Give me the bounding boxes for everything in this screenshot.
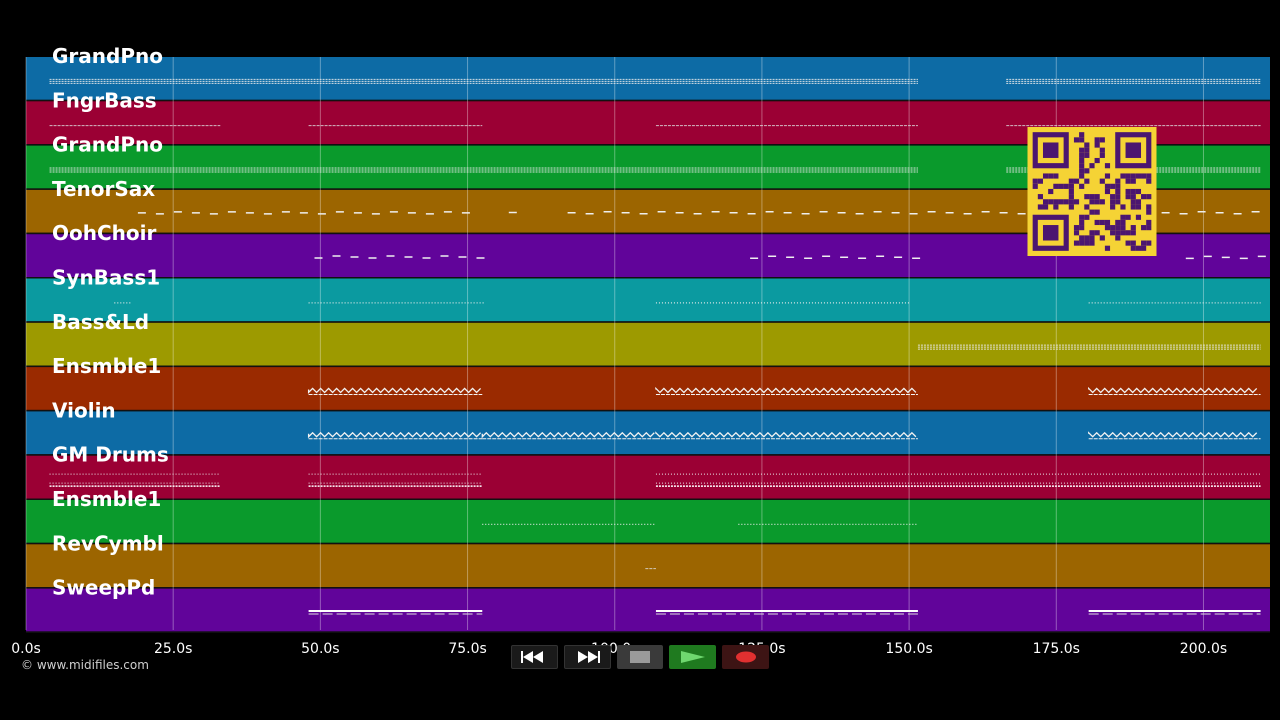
track-divider (26, 144, 1270, 146)
time-tick-label: 150.0s (885, 641, 932, 657)
track-label: OohChoir (52, 221, 156, 245)
note-segment (1088, 431, 1261, 440)
track-label: GM Drums (52, 443, 169, 467)
stop-icon (630, 650, 651, 663)
track-label: TenorSax (52, 177, 155, 201)
time-tick-label: 75.0s (448, 641, 486, 657)
track-divider (26, 498, 1270, 500)
track-divider (26, 188, 1270, 190)
note-segment (307, 387, 483, 395)
play-button[interactable] (669, 644, 717, 669)
copyright-text: © www.midifiles.com (21, 658, 149, 672)
track-divider (26, 232, 1270, 235)
note-segment (1185, 255, 1266, 260)
note-segment (1088, 609, 1261, 615)
note-segment (1006, 78, 1261, 84)
time-tick-label: 200.0s (1180, 641, 1227, 657)
note-events (49, 78, 1266, 615)
track-divider (26, 409, 1270, 412)
fast-forward-button[interactable] (563, 644, 611, 669)
fast-forward-icon (578, 650, 601, 663)
note-segment (481, 431, 656, 440)
note-segment (49, 167, 918, 173)
track-divider (26, 631, 1270, 633)
track-divider (26, 99, 1270, 102)
track-label: GrandPno (52, 44, 163, 68)
note-segment (655, 609, 918, 615)
track-label: Ensmble1 (52, 354, 161, 378)
note-segment (314, 255, 485, 259)
track-divider (26, 365, 1270, 368)
track-divider (26, 277, 1270, 279)
note-segment (307, 431, 483, 440)
note-segment (750, 255, 921, 259)
record-button[interactable] (722, 644, 769, 669)
track-band (26, 57, 1270, 100)
note-segment (49, 78, 918, 84)
track-band (26, 500, 1270, 543)
transport-controls (511, 643, 769, 670)
track-band (26, 455, 1270, 499)
track-label: Violin (52, 398, 116, 422)
note-segment (1088, 386, 1261, 395)
note-segment (655, 473, 1261, 487)
rewind-icon (521, 650, 544, 663)
track-label: GrandPno (52, 133, 163, 157)
track-divider (26, 542, 1270, 545)
time-tick-label: 0.0s (11, 641, 41, 657)
track-band (26, 411, 1270, 455)
track-labels: GrandPno FngrBass GrandPno TenorSax OohChoir… (52, 44, 169, 600)
track-band (26, 544, 1270, 588)
track-divider (26, 587, 1270, 589)
track-band (26, 322, 1270, 366)
track-divider (26, 454, 1270, 456)
track-label: Ensmble1 (52, 487, 161, 511)
time-tick-label: 50.0s (301, 641, 339, 657)
note-segment (917, 344, 1261, 350)
track-band (26, 367, 1270, 410)
note-segment (49, 473, 221, 487)
track-label: Bass&Ld (52, 310, 149, 334)
note-segment (655, 386, 918, 395)
note-segment (308, 609, 483, 615)
stop-button[interactable] (616, 644, 664, 669)
track-band (26, 278, 1270, 322)
note-segment (308, 473, 483, 487)
time-tick-label: 175.0s (1033, 641, 1080, 657)
track-label: FngrBass (52, 88, 157, 112)
note-segment (655, 431, 918, 440)
track-label: SweepPd (52, 576, 155, 600)
track-label: SynBass1 (52, 266, 160, 290)
rewind-button[interactable] (511, 644, 558, 669)
time-tick-label: 25.0s (154, 641, 192, 657)
note-segment (137, 211, 470, 215)
track-divider (26, 321, 1270, 323)
record-icon (735, 651, 756, 662)
track-band (26, 588, 1270, 632)
play-icon (680, 650, 705, 663)
track-label: RevCymbl (52, 531, 164, 555)
qr-code-icon (1027, 127, 1157, 256)
